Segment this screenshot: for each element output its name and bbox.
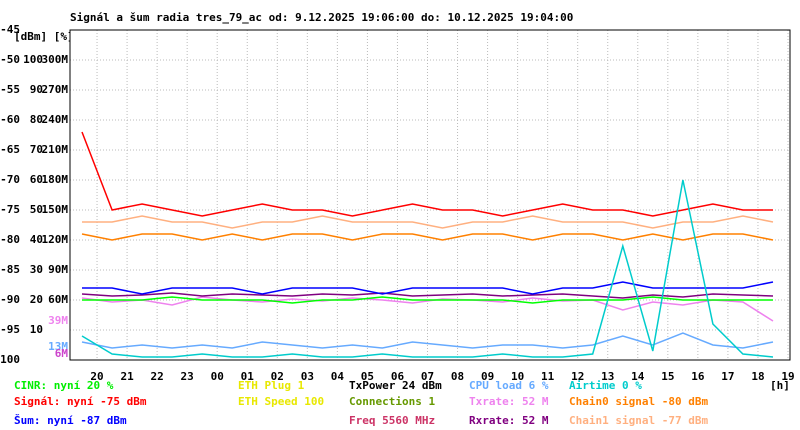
y-tick-label: -75 [0,203,20,216]
y-tick-label: -65 [0,143,20,156]
series-line [82,215,774,229]
x-tick-label: 09 [481,370,494,383]
x-tick-label: 17 [721,370,734,383]
y3-tick-label: 150M [42,203,69,216]
series-line [82,296,773,304]
x-tick-label: 00 [211,370,224,383]
y-tick-label: -80 [0,233,20,246]
y-tick-label: -85 [0,263,20,276]
y-tick-label: -55 [0,83,20,96]
legend-entry: Šum: nyní -87 dBm [14,414,127,427]
y-tick-label: -95 [0,323,20,336]
legend-entry: Freq 5560 MHz [349,414,435,427]
value-marker: 13M [48,340,68,353]
value-marker: 6M [55,347,69,360]
legend-entry: Rxrate: 52 M [469,414,549,427]
legend-entry: ETH Speed 100 [238,395,324,408]
y3-tick-label: 90M [48,263,68,276]
y2-tick-label: 100 [23,53,43,66]
legend-entry: Txrate: 52 M [469,395,549,408]
legend-entry: Connections 1 [349,395,435,408]
x-unit-label: [h] [770,379,790,392]
y-tick-label: -70 [0,173,20,186]
y2-tick-label: 60 [30,173,43,186]
legend-entry: Chain1 signal -77 dBm [569,414,708,427]
plot-frame [69,29,791,361]
y3-tick-label: 120M [42,233,69,246]
legend-entry: ETH Plug 1 [238,379,305,392]
x-tick-label: 02 [271,370,284,383]
y-tick-label: -50 [0,53,20,66]
x-tick-label: 05 [361,370,374,383]
x-tick-label: 07 [421,370,434,383]
legend-entry: CPU load 6 % [469,379,549,392]
series-line [81,179,774,358]
y2-tick-label: 90 [30,83,43,96]
x-tick-label: 16 [691,370,705,383]
series-line [81,296,774,322]
series-line [81,131,773,217]
x-tick-label: 19 [781,370,794,383]
x-tick-label: 22 [150,370,163,383]
legend-entry: CINR: nyní 20 % [14,379,114,392]
y-tick-label: -100 [0,353,20,366]
x-tick-label: 01 [241,370,255,383]
legend-entry: TxPower 24 dBm [349,379,442,392]
series-line [82,281,774,295]
x-tick-label: 12 [571,370,584,383]
x-tick-label: 06 [391,370,405,383]
legend-entry: Signál: nyní -75 dBm [14,395,147,408]
y3-tick-label: 60M [48,293,68,306]
legend-entry: Airtime 0 % [569,379,642,392]
y3-tick-label: 300M [42,53,69,66]
series-line [81,332,774,349]
y2-tick-label: 50 [30,203,43,216]
y3-tick-label: 270M [42,83,69,96]
legend-entry: Chain0 signal -80 dBm [569,395,708,408]
y2-tick-label: 70 [30,143,43,156]
x-tick-label: 13 [601,370,614,383]
y3-tick-label: 180M [42,173,69,186]
plot-area [70,30,790,360]
x-tick-label: 15 [661,370,674,383]
y2-tick-label: 80 [30,113,43,126]
x-tick-label: 14 [631,370,645,383]
x-tick-label: 18 [751,370,764,383]
x-tick-label: 08 [451,370,464,383]
y-tick-label: -45 [0,23,20,36]
y2-tick-label: 40 [30,233,43,246]
x-tick-label: 21 [120,370,134,383]
axis-unit-label: [dBm] [%] [14,30,74,43]
x-tick-label: 04 [331,370,345,383]
x-tick-label: 20 [90,370,103,383]
x-tick-label: 23 [181,370,194,383]
y-tick-label: -60 [0,113,20,126]
chart-title: Signál a šum radia tres_79_ac od: 9.12.2… [70,11,573,24]
x-tick-label: 10 [511,370,524,383]
y2-tick-label: 20 [30,293,43,306]
y-tick-label: -90 [0,293,20,306]
y3-tick-label: 210M [42,143,69,156]
y2-tick-label: 30 [30,263,43,276]
y3-tick-label: 240M [42,113,69,126]
x-tick-label: 03 [301,370,314,383]
value-marker: 39M [48,314,68,327]
series-line [81,292,774,299]
y2-tick-label: 10 [30,323,43,336]
x-tick-label: 11 [541,370,555,383]
series-line [81,233,774,241]
